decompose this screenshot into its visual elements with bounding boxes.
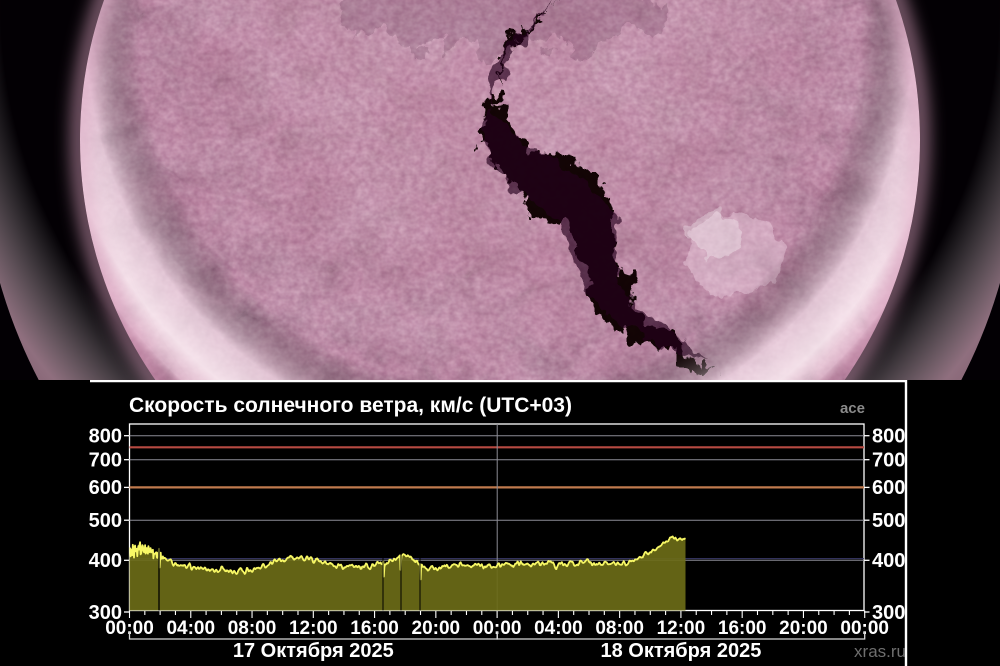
svg-text:08:00: 08:00: [595, 618, 644, 639]
svg-text:800: 800: [89, 426, 122, 448]
svg-text:08:00: 08:00: [228, 618, 277, 639]
svg-text:700: 700: [872, 450, 905, 472]
svg-text:xras.ru: xras.ru: [854, 642, 906, 661]
svg-text:20:00: 20:00: [779, 618, 828, 639]
svg-text:ace: ace: [840, 400, 865, 417]
svg-text:12:00: 12:00: [289, 618, 338, 639]
svg-text:17 Октября 2025: 17 Октября 2025: [233, 640, 394, 662]
svg-text:600: 600: [872, 477, 905, 499]
svg-text:600: 600: [89, 477, 122, 499]
svg-text:Скорость солнечного ветра, км/: Скорость солнечного ветра, км/с (UTC+03): [129, 394, 572, 417]
svg-text:12:00: 12:00: [657, 618, 706, 639]
svg-text:400: 400: [872, 550, 905, 572]
svg-text:18 Октября 2025: 18 Октября 2025: [600, 640, 761, 662]
svg-text:500: 500: [872, 510, 905, 532]
svg-text:800: 800: [872, 426, 905, 448]
svg-text:400: 400: [89, 550, 122, 572]
svg-text:04:00: 04:00: [534, 618, 583, 639]
svg-text:16:00: 16:00: [350, 618, 399, 639]
svg-text:20:00: 20:00: [412, 618, 461, 639]
svg-text:16:00: 16:00: [718, 618, 767, 639]
svg-text:500: 500: [89, 510, 122, 532]
svg-text:04:00: 04:00: [166, 618, 215, 639]
svg-text:700: 700: [89, 450, 122, 472]
